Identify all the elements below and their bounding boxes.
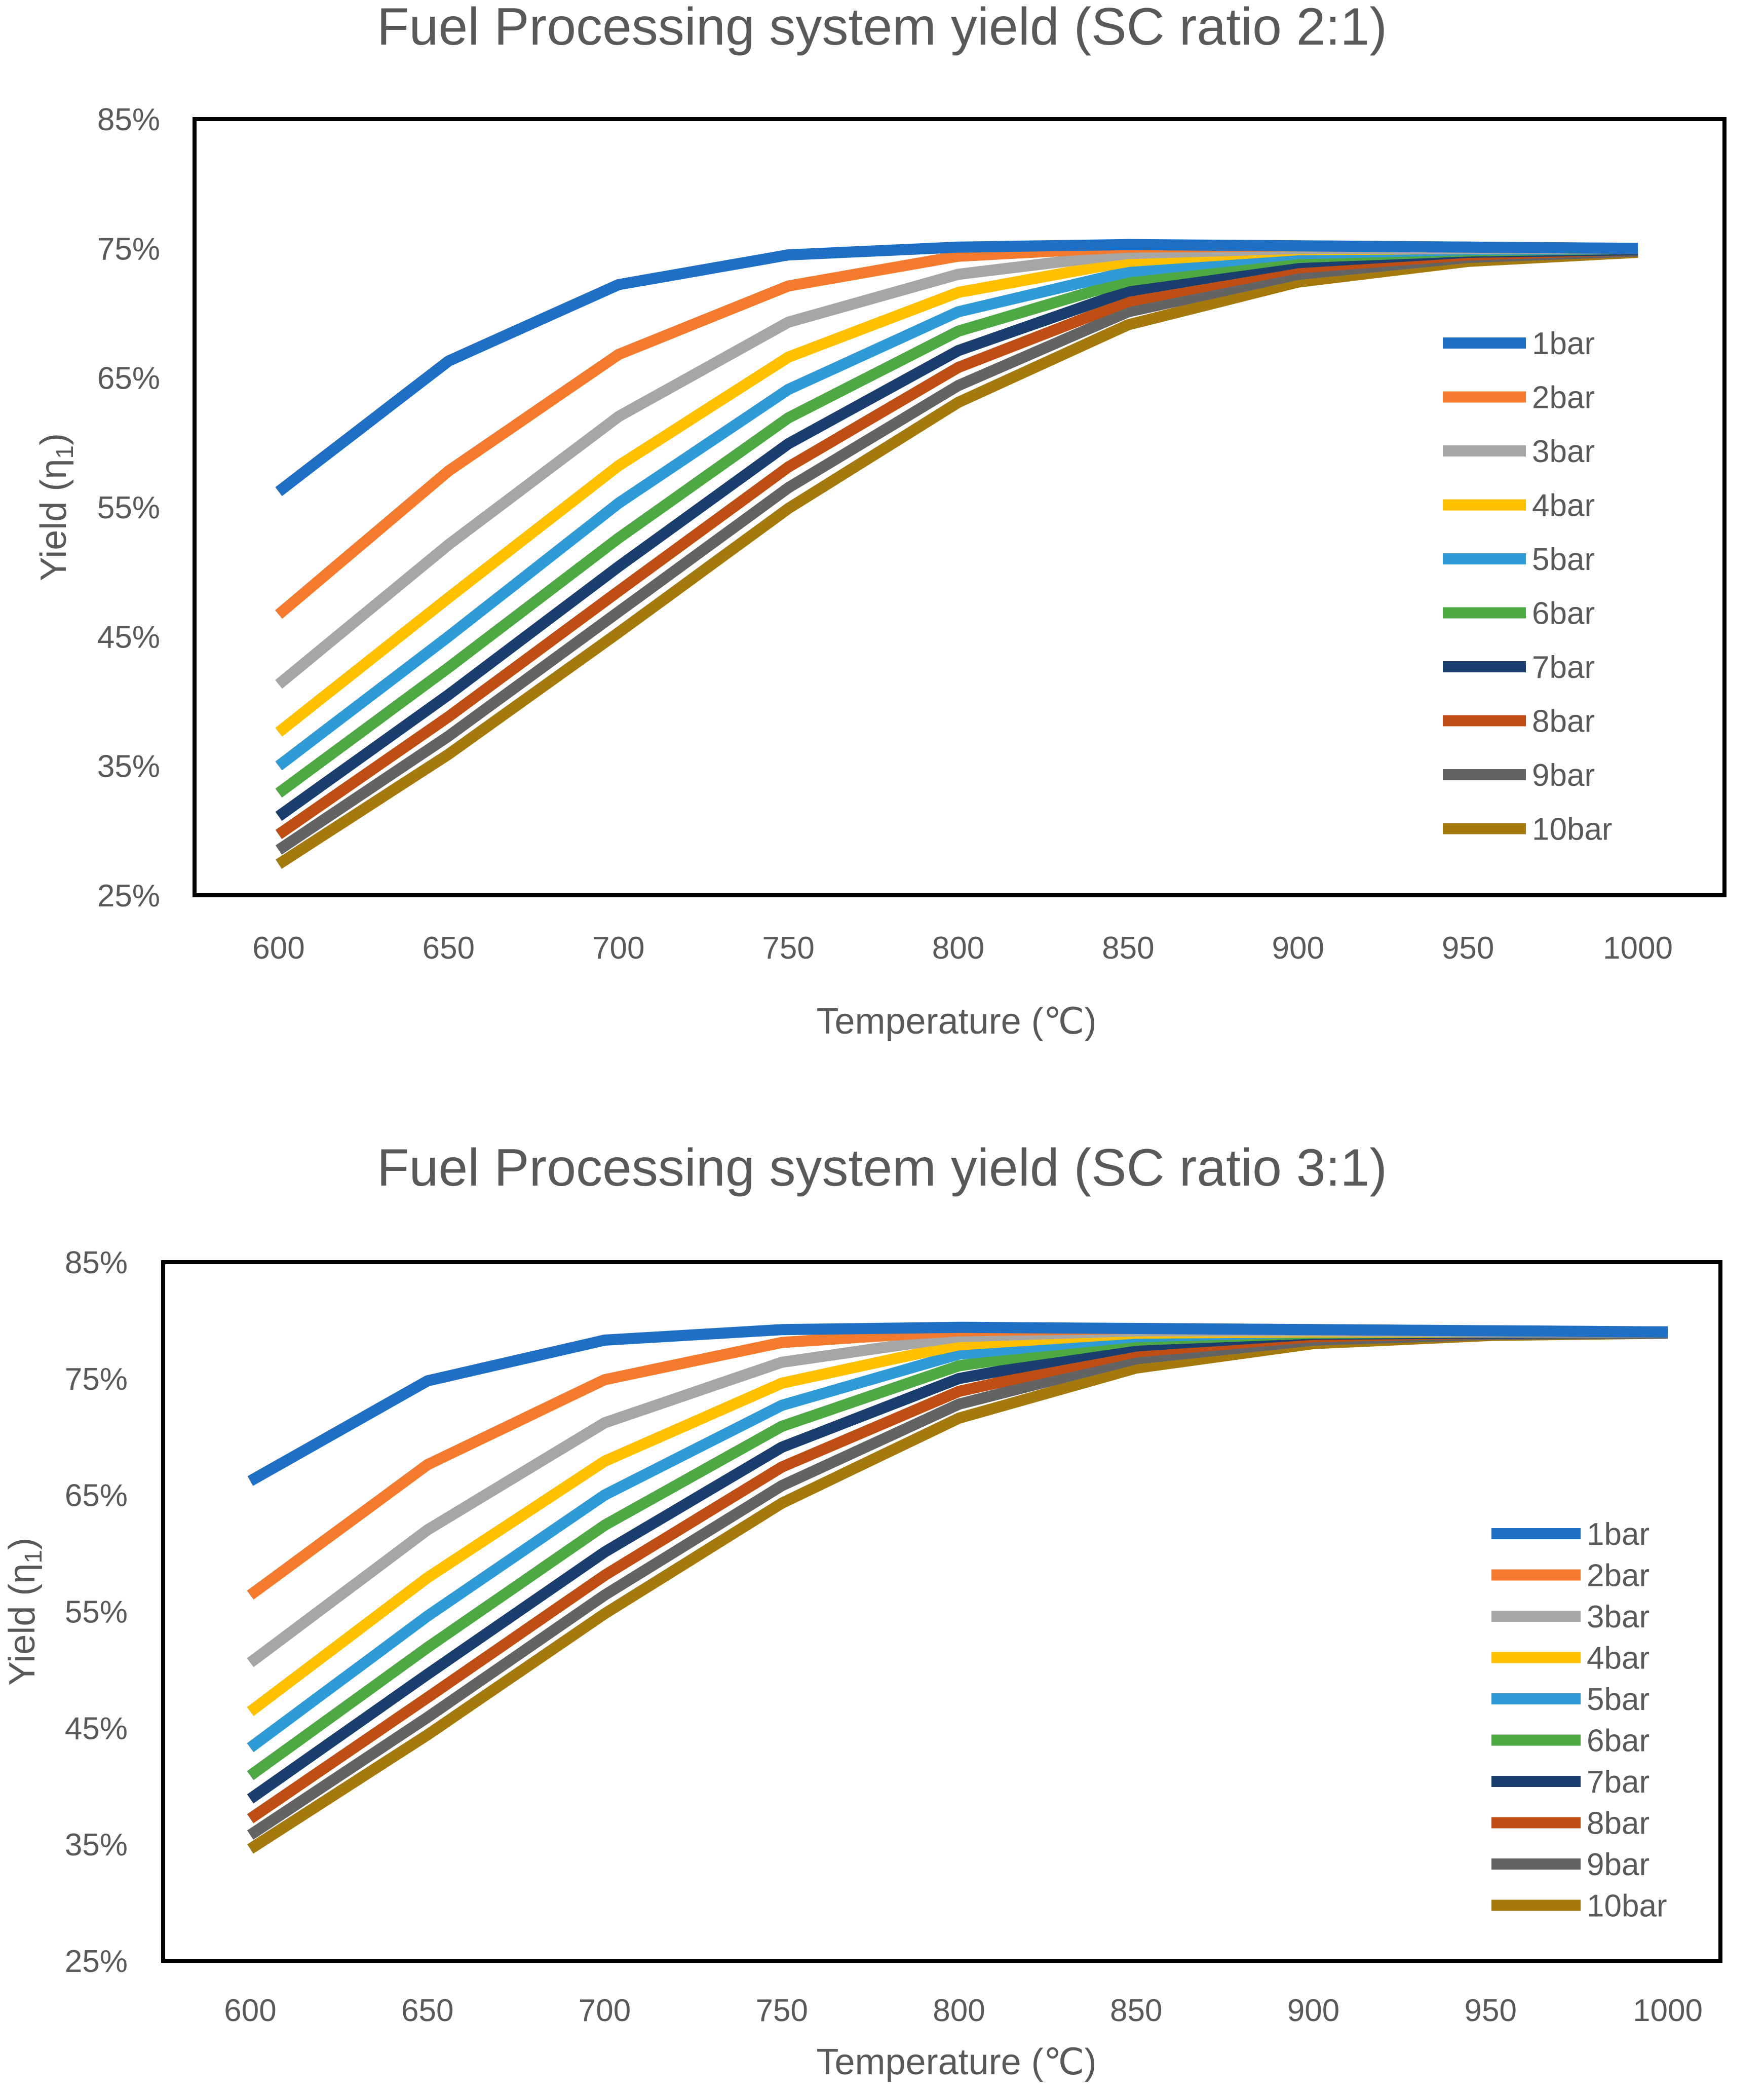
legend-label-6bar: 6bar: [1532, 596, 1595, 631]
y-tick-label: 45%: [97, 620, 160, 655]
y-tick-label: 25%: [65, 1944, 128, 1979]
legend-label-10bar: 10bar: [1587, 1889, 1667, 1924]
x-tick-label: 900: [1287, 1993, 1339, 2028]
x-tick-label: 800: [933, 1993, 985, 2028]
chart-sc-2-1: Fuel Processing system yield (SC ratio 2…: [0, 0, 1764, 1044]
x-tick-label: 650: [401, 1993, 453, 2028]
legend-label-1bar: 1bar: [1532, 326, 1595, 361]
y-tick-label: 25%: [97, 879, 160, 914]
x-tick-label: 850: [1110, 1993, 1162, 2028]
series-line-1bar: [247, 1321, 1668, 1486]
x-axis-label: Temperature (℃): [816, 1001, 1096, 1042]
legend-label-3bar: 3bar: [1532, 434, 1595, 469]
series-line-9bar: [247, 1327, 1668, 1840]
x-tick-label: 850: [1102, 931, 1154, 966]
series-line-2bar: [275, 240, 1638, 619]
legend-label-10bar: 10bar: [1532, 812, 1613, 847]
x-tick-label: 700: [579, 1993, 631, 2028]
x-tick-label: 750: [756, 1993, 808, 2028]
x-tick-label: 950: [1442, 931, 1494, 966]
legend-label-2bar: 2bar: [1587, 1558, 1650, 1593]
legend-label-1bar: 1bar: [1587, 1517, 1650, 1552]
legend-label-7bar: 7bar: [1587, 1765, 1650, 1800]
legend-label-2bar: 2bar: [1532, 381, 1595, 415]
x-axis-label: Temperature (℃): [816, 2042, 1096, 2082]
y-tick-label: 55%: [97, 490, 160, 525]
chart-svg: Fuel Processing system yield (SC ratio 2…: [33, 0, 1727, 1042]
series-line-1bar: [275, 239, 1638, 497]
y-axis-label-subscript: 1: [52, 445, 79, 459]
y-tick-label: 75%: [65, 1362, 128, 1397]
legend-label-8bar: 8bar: [1532, 704, 1595, 739]
y-axis-label-subscript: 1: [20, 1550, 47, 1564]
x-tick-label: 1000: [1633, 1993, 1703, 2028]
series-line-4bar: [275, 243, 1638, 737]
y-axis-label: Yield (η1): [33, 433, 79, 581]
y-tick-label: 75%: [97, 232, 160, 267]
x-tick-label: 600: [224, 1993, 276, 2028]
y-tick-label: 65%: [65, 1478, 128, 1513]
y-axis-label-main: Yield (η: [33, 459, 74, 581]
plot-area: [193, 117, 1727, 897]
y-tick-label: 85%: [65, 1245, 128, 1280]
legend-label-9bar: 9bar: [1532, 758, 1595, 793]
y-tick-label: 65%: [97, 361, 160, 396]
chart-svg: Fuel Processing system yield (SC ratio 3…: [2, 1138, 1722, 2082]
x-tick-label: 700: [592, 931, 644, 966]
legend-label-7bar: 7bar: [1532, 650, 1595, 685]
legend-label-3bar: 3bar: [1587, 1600, 1650, 1634]
y-tick-label: 85%: [97, 102, 160, 137]
y-axis-label-close: ): [33, 433, 74, 445]
legend-label-4bar: 4bar: [1587, 1641, 1650, 1676]
x-tick-label: 1000: [1603, 931, 1673, 966]
legend-label-5bar: 5bar: [1587, 1682, 1650, 1717]
y-tick-label: 35%: [65, 1828, 128, 1862]
legend-label-9bar: 9bar: [1587, 1847, 1650, 1882]
legend-label-6bar: 6bar: [1587, 1724, 1650, 1759]
chart-title: Fuel Processing system yield (SC ratio 3…: [377, 1138, 1387, 1197]
x-tick-label: 750: [762, 931, 814, 966]
y-axis-label-close: ): [2, 1538, 43, 1550]
x-tick-label: 600: [252, 931, 304, 966]
plot-area: [161, 1260, 1722, 1963]
x-tick-label: 800: [932, 931, 984, 966]
chart-sc-3-1: Fuel Processing system yield (SC ratio 3…: [0, 1044, 1764, 2088]
legend-label-5bar: 5bar: [1532, 542, 1595, 577]
x-tick-label: 650: [423, 931, 475, 966]
x-tick-label: 950: [1465, 1993, 1517, 2028]
x-tick-label: 900: [1272, 931, 1324, 966]
y-tick-label: 45%: [65, 1711, 128, 1746]
legend-label-4bar: 4bar: [1532, 488, 1595, 523]
y-axis-label: Yield (η1): [2, 1538, 47, 1686]
y-axis-label-main: Yield (η: [2, 1564, 43, 1686]
y-tick-label: 35%: [97, 749, 160, 784]
y-tick-label: 55%: [65, 1595, 128, 1630]
legend-label-8bar: 8bar: [1587, 1806, 1650, 1841]
chart-title: Fuel Processing system yield (SC ratio 2…: [377, 0, 1387, 56]
